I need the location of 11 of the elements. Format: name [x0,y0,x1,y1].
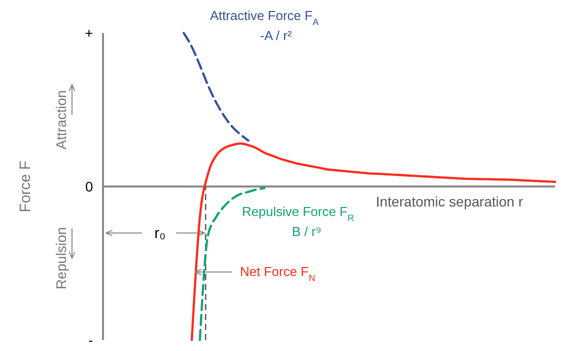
text: + [84,24,93,41]
text: Attractive Force F$_{A}$ -A / r² [210,8,319,43]
text: Repulsive Force F$_{R}$ B / r⁹ [242,204,354,239]
text: Net Force F$_{N}$ [240,264,316,283]
text: Attraction [53,90,69,150]
y-axis-title: Force F [17,160,34,212]
annotation: r₀ [154,225,166,242]
text: 0 [85,178,94,194]
text: Repulsion [53,227,69,290]
text: - [88,332,94,348]
x-axis-title: Interatomic separation r [376,194,524,210]
